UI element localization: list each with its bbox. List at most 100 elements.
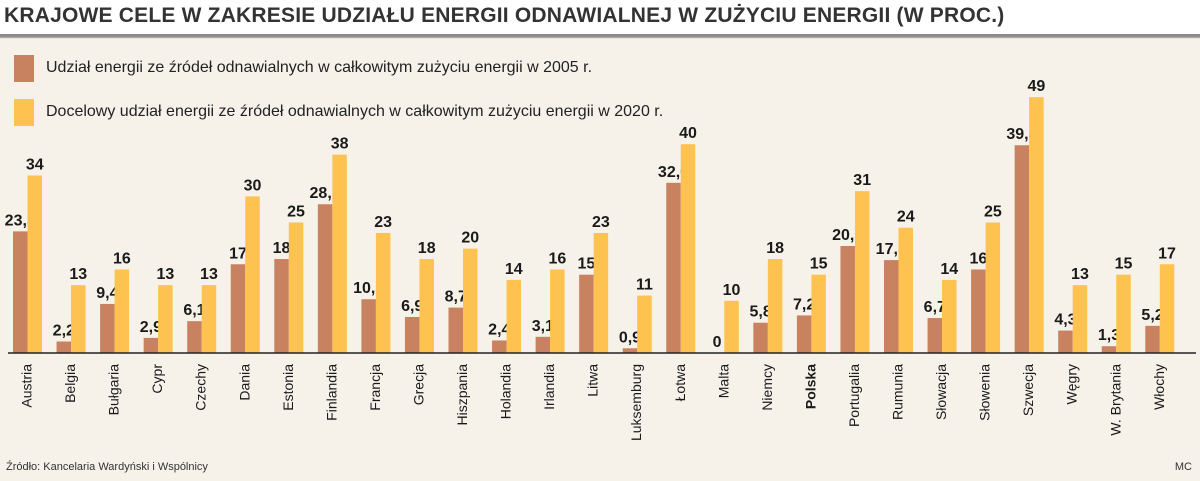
title-bar: KRAJOWE CELE W ZAKRESIE UDZIAŁU ENERGII … xyxy=(0,0,1200,34)
bar-2020 xyxy=(985,222,1001,353)
bar-2005 xyxy=(796,315,812,353)
bar-2020 xyxy=(506,279,522,353)
data-label-2020: 14 xyxy=(505,261,523,278)
bar-2020 xyxy=(550,269,565,353)
bar-2005 xyxy=(840,245,855,353)
data-label-2020: 14 xyxy=(940,261,958,278)
bar-2020 xyxy=(71,285,86,353)
bar-2005 xyxy=(579,274,594,353)
bar-2020 xyxy=(724,300,739,353)
category-label: Malta xyxy=(715,364,731,398)
bar-2005 xyxy=(927,318,943,353)
category-label: Dania xyxy=(236,364,252,401)
bar-2005 xyxy=(535,336,551,353)
legend-swatch-2020 xyxy=(14,98,34,126)
data-label-2005: 6,9 xyxy=(401,298,423,315)
bar-2020 xyxy=(245,196,260,353)
data-label-2020: 40 xyxy=(679,125,697,142)
legend-label-2020: Docelowy udział energii ze źródeł odnawi… xyxy=(46,103,664,120)
bar-2005 xyxy=(1014,145,1030,353)
category-label: Rumunia xyxy=(890,364,906,420)
data-label-2005: 6,1 xyxy=(183,302,205,319)
bar-2005 xyxy=(187,321,202,353)
bar-2020 xyxy=(375,232,391,353)
bar-2005 xyxy=(1145,325,1160,353)
data-label-2020: 23 xyxy=(592,214,610,231)
data-label-2020: 17 xyxy=(1158,245,1176,262)
category-label: Belgia xyxy=(62,364,78,403)
category-label: Portugalia xyxy=(846,364,862,427)
bar-2020 xyxy=(854,191,870,353)
bar-2005 xyxy=(492,340,507,353)
category-label: Austria xyxy=(19,364,35,408)
category-label: Polska xyxy=(802,364,818,409)
bar-2005 xyxy=(1101,346,1117,353)
data-label-2005: 0 xyxy=(713,334,722,351)
legend-swatch-2005 xyxy=(14,54,34,82)
category-label: Francja xyxy=(367,364,383,411)
data-label-2020: 49 xyxy=(1028,78,1046,95)
bar-2020 xyxy=(27,175,42,353)
chart-title: KRAJOWE CELE W ZAKRESIE UDZIAŁU ENERGII … xyxy=(4,4,1005,27)
data-label-2005: 5,8 xyxy=(749,304,771,321)
bar-2005 xyxy=(622,348,638,353)
bar-2020 xyxy=(201,285,217,353)
bar-2005 xyxy=(13,231,28,353)
legend-label-2005: Udział energii ze źródeł odnawialnych w … xyxy=(46,59,593,76)
data-label-2005: 2,9 xyxy=(140,319,162,336)
category-label: Łotwa xyxy=(672,364,688,402)
data-label-2020: 13 xyxy=(1071,266,1089,283)
bar-2005 xyxy=(404,316,420,353)
data-label-2020: 13 xyxy=(69,266,87,283)
bar-2020 xyxy=(1116,274,1131,353)
category-label: Luksemburg xyxy=(628,364,644,441)
bar-2020 xyxy=(1072,285,1088,353)
category-label: Słowenia xyxy=(977,364,993,421)
data-label-2020: 24 xyxy=(897,209,915,226)
data-label-2005: 0,9 xyxy=(619,329,641,346)
category-label: Finlandia xyxy=(323,364,339,421)
bar-2005 xyxy=(753,322,768,353)
category-label: Czechy xyxy=(193,364,209,411)
bar-2005 xyxy=(884,260,899,353)
data-label-2005: 5,2 xyxy=(1141,307,1163,324)
data-label-2020: 18 xyxy=(766,240,784,257)
bar-2020 xyxy=(593,232,609,353)
bar-2020 xyxy=(767,259,783,353)
data-label-2020: 16 xyxy=(113,250,131,267)
category-label: Holandia xyxy=(498,364,514,419)
bar-2020 xyxy=(114,269,130,353)
category-label: Litwa xyxy=(585,364,601,397)
data-label-2020: 15 xyxy=(1115,256,1133,273)
category-label: Estonia xyxy=(280,364,296,411)
author-credit: MC xyxy=(1174,461,1192,473)
legend-item-2020: Docelowy udział energii ze źródeł odnawi… xyxy=(14,96,663,128)
data-label-2020: 11 xyxy=(636,277,653,294)
data-label-2020: 25 xyxy=(287,204,305,221)
data-label-2005: 4,3 xyxy=(1054,312,1076,329)
data-label-2005: 7,2 xyxy=(793,296,815,313)
bar-2005 xyxy=(100,303,115,353)
bar-2020 xyxy=(680,144,696,353)
bar-2005 xyxy=(1058,330,1073,353)
data-label-2005: 18 xyxy=(273,240,291,257)
bar-2020 xyxy=(942,279,957,353)
data-label-2020: 23 xyxy=(374,214,392,231)
bar-2020 xyxy=(637,295,652,353)
bar-2020 xyxy=(898,227,913,353)
legend: Udział energii ze źródeł odnawialnych w … xyxy=(14,52,663,140)
bar-2005 xyxy=(666,182,681,353)
category-label: Hiszpania xyxy=(454,364,470,426)
category-label: Szwecja xyxy=(1020,364,1036,416)
bar-2005 xyxy=(317,204,333,353)
bar-2020 xyxy=(332,154,347,353)
data-label-2005: 2,2 xyxy=(53,323,75,340)
data-label-2020: 31 xyxy=(853,172,871,189)
bar-2020 xyxy=(1029,97,1044,353)
data-label-2005: 15 xyxy=(578,256,596,273)
bar-2005 xyxy=(274,259,289,353)
category-label: Bułgaria xyxy=(106,364,122,416)
bar-2020 xyxy=(288,222,304,353)
bar-2005 xyxy=(971,269,986,353)
